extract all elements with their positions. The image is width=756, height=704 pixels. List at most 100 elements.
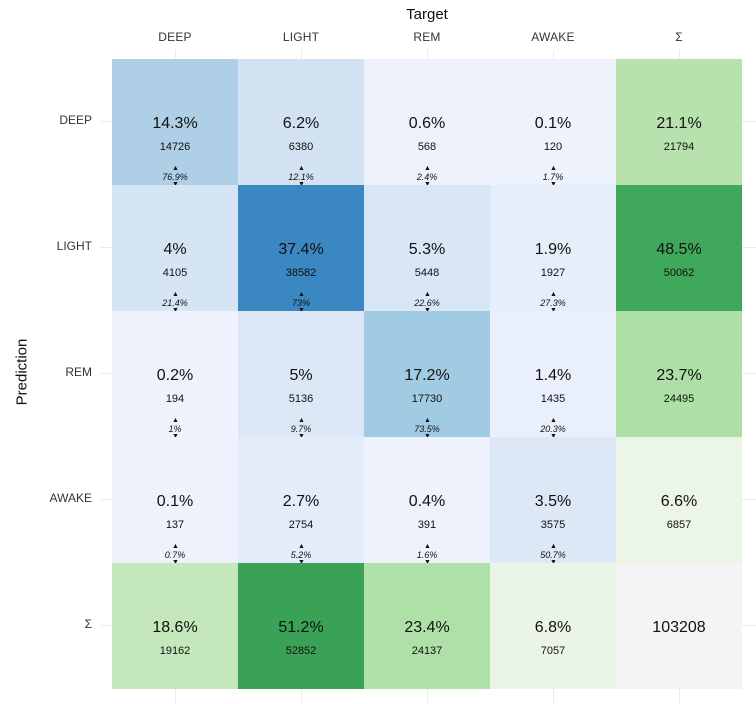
y-tick-label: LIGHT	[56, 239, 92, 253]
heatmap-tile: 48.5% 50062	[616, 185, 742, 311]
cell-count: 568	[417, 141, 437, 153]
arrow-up-icon: ▲	[172, 165, 179, 172]
y-tick-label: AWAKE	[49, 491, 92, 505]
x-tick-label: LIGHT	[282, 30, 320, 44]
cell-count: 19162	[159, 645, 191, 657]
heatmap-tile: 5.3% 5448 ▲22.6%▼	[364, 185, 490, 314]
arrow-up-icon: ▲	[298, 417, 305, 424]
heatmap-tile: 3.5% 3575 ▲50.7%▼	[490, 437, 616, 566]
cell-percentage: 17.2%	[404, 367, 450, 384]
heatmap-tile: 5% 5136 ▲9.7%▼	[238, 311, 364, 440]
cell-count: 4105	[162, 267, 188, 279]
arrow-down-icon: ▼	[550, 307, 557, 314]
cell-column-percentage: 20.3%	[540, 424, 566, 434]
arrow-up-icon: ▲	[550, 417, 557, 424]
heatmap-tile: 23.7% 24495	[616, 311, 742, 437]
cell-column-percentage: 76.9%	[162, 172, 188, 182]
cell-count: 14726	[159, 141, 191, 153]
heatmap-tile: 21.1% 21794	[616, 59, 742, 185]
cell-count: 194	[165, 393, 185, 405]
cell-column-percentage: 1%	[168, 424, 182, 434]
arrow-up-icon: ▲	[298, 165, 305, 172]
cell-column-percentage: 21.4%	[162, 298, 188, 308]
cell-percentage: 51.2%	[278, 619, 324, 636]
cell-column-percentage: 9.7%	[290, 424, 312, 434]
cell-percentage: 5.3%	[408, 241, 446, 258]
arrow-down-icon: ▼	[424, 181, 431, 188]
heatmap-tile: 0.1% 120 ▲1.7%▼	[490, 59, 616, 188]
heatmap-tile: 51.2% 52852	[238, 563, 364, 689]
grand-total: 103208	[652, 619, 706, 636]
cell-percentage: 1.4%	[534, 367, 572, 384]
y-tick-label: DEEP	[59, 113, 92, 127]
heatmap-tile: 1.4% 1435 ▲20.3%▼	[490, 311, 616, 440]
cell-column-percentage: 0.7%	[164, 550, 186, 560]
arrow-down-icon: ▼	[424, 433, 431, 440]
cell-percentage: 2.7%	[282, 493, 320, 510]
heatmap-tile: 23.4% 24137	[364, 563, 490, 689]
cell-count: 6857	[666, 519, 692, 531]
cell-percentage: 0.2%	[156, 367, 194, 384]
cell-column-percentage: 2.4%	[416, 172, 438, 182]
cell-count: 391	[417, 519, 437, 531]
cell-count: 6380	[288, 141, 314, 153]
heatmap-tile: 0.2% 194 ▲1%▼	[112, 311, 238, 440]
arrow-up-icon: ▲	[424, 543, 431, 550]
arrow-down-icon: ▼	[424, 559, 431, 566]
arrow-down-icon: ▼	[298, 433, 305, 440]
cell-column-percentage: 73.5%	[414, 424, 440, 434]
cell-count: 52852	[285, 645, 317, 657]
arrow-up-icon: ▲	[298, 543, 305, 550]
cell-percentage: 0.1%	[534, 115, 572, 132]
arrow-up-icon: ▲	[298, 291, 305, 298]
cell-count: 3575	[540, 519, 566, 531]
cell-percentage: 48.5%	[656, 241, 702, 258]
arrow-up-icon: ▲	[550, 165, 557, 172]
heatmap-tile: 0.4% 391 ▲1.6%▼	[364, 437, 490, 566]
arrow-up-icon: ▲	[172, 291, 179, 298]
arrow-up-icon: ▲	[424, 165, 431, 172]
arrow-down-icon: ▼	[172, 181, 179, 188]
cell-count: 1435	[540, 393, 566, 405]
cell-count: 5136	[288, 393, 314, 405]
cell-column-percentage: 1.7%	[542, 172, 564, 182]
cell-percentage: 3.5%	[534, 493, 572, 510]
cell-column-percentage: 5.2%	[290, 550, 312, 560]
cell-percentage: 0.6%	[408, 115, 446, 132]
cell-count: 24137	[411, 645, 443, 657]
arrow-down-icon: ▼	[172, 559, 179, 566]
cell-column-percentage: 73%	[291, 298, 310, 308]
cell-count: 7057	[540, 645, 566, 657]
cell-percentage: 6.2%	[282, 115, 320, 132]
x-tick-label: DEEP	[158, 30, 192, 44]
arrow-down-icon: ▼	[172, 307, 179, 314]
y-tick-label: Σ	[84, 617, 92, 631]
cell-count: 120	[543, 141, 563, 153]
cell-count: 21794	[663, 141, 695, 153]
arrow-down-icon: ▼	[298, 559, 305, 566]
cell-percentage: 23.7%	[656, 367, 702, 384]
arrow-up-icon: ▲	[424, 417, 431, 424]
cell-percentage: 18.6%	[152, 619, 198, 636]
arrow-down-icon: ▼	[172, 433, 179, 440]
x-axis-title: Target	[406, 6, 448, 23]
cell-count: 1927	[540, 267, 566, 279]
arrow-up-icon: ▲	[550, 543, 557, 550]
cell-percentage: 6.6%	[660, 493, 698, 510]
cell-column-percentage: 50.7%	[540, 550, 566, 560]
heatmap-tile: 0.1% 137 ▲0.7%▼	[112, 437, 238, 566]
heatmap-tile: 6.2% 6380 ▲12.1%▼	[238, 59, 364, 188]
arrow-up-icon: ▲	[550, 291, 557, 298]
heatmap-tile: 18.6% 19162	[112, 563, 238, 689]
cell-percentage: 37.4%	[278, 241, 324, 258]
heatmap-tile: 1.9% 1927 ▲27.3%▼	[490, 185, 616, 314]
x-tick-label: REM	[413, 30, 441, 44]
cell-count: 17730	[411, 393, 443, 405]
heatmap-tile: 14.3% 14726 ▲76.9%▼	[112, 59, 238, 188]
cell-percentage: 23.4%	[404, 619, 450, 636]
cell-column-percentage: 12.1%	[288, 172, 314, 182]
arrow-down-icon: ▼	[298, 307, 305, 314]
heatmap-tile: 103208	[616, 563, 742, 689]
arrow-down-icon: ▼	[550, 181, 557, 188]
y-tick-label: REM	[65, 365, 92, 379]
